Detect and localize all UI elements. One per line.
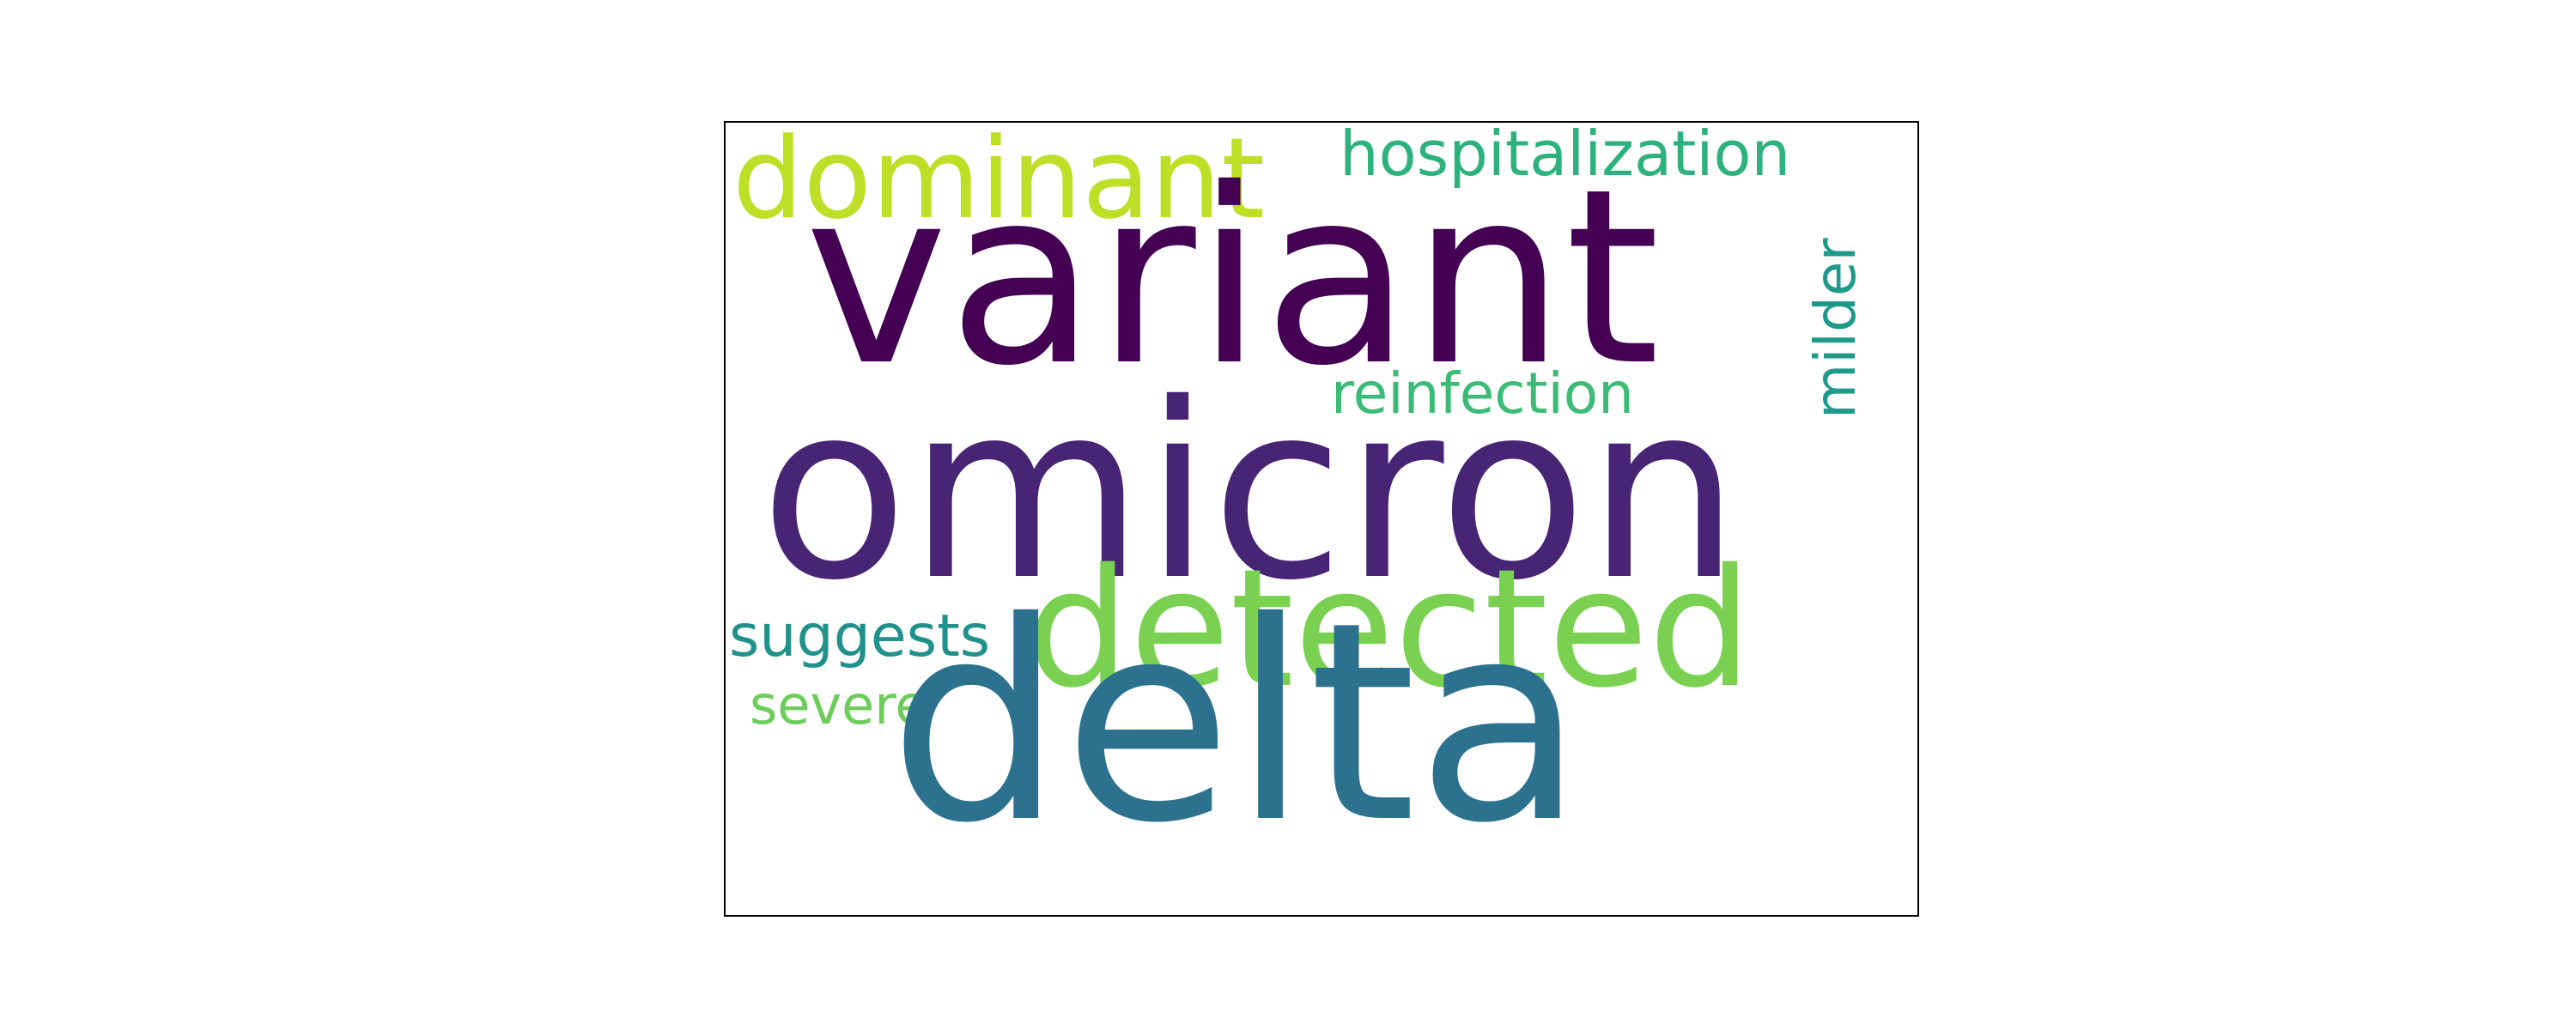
word-dominant: dominant [732,121,1266,244]
word-variant: variant [805,136,1661,419]
word-suggests: suggests [729,603,991,670]
word-detected: detected [1026,534,1753,724]
word-omicron: omicron [760,351,1741,633]
word-reinfection: reinfection [1331,360,1635,427]
word-milder: milder [1802,238,1868,419]
word-delta: delta [889,564,1585,883]
wordcloud-frame: dominant hospitalization variant milder … [724,121,1919,917]
word-severe: severe [750,674,928,736]
word-hospitalization: hospitalization [1340,121,1791,190]
